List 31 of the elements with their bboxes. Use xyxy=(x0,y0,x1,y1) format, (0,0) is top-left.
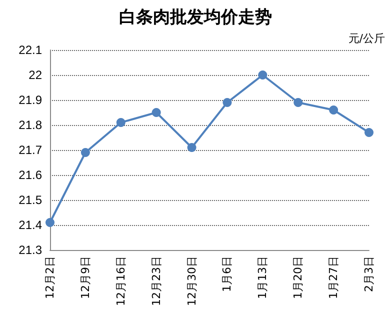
x-tick-label: 1月6日 xyxy=(220,256,234,292)
x-tick-label: 12月16日 xyxy=(114,256,128,306)
y-tick-label: 21.4 xyxy=(18,218,42,232)
point xyxy=(329,106,338,114)
point xyxy=(80,148,90,157)
point xyxy=(152,108,161,117)
point xyxy=(46,218,54,227)
y-tick-label: 21.6 xyxy=(18,168,42,182)
y-tick-label: 22.1 xyxy=(18,43,42,57)
x-tick-label: 1月20日 xyxy=(292,256,305,299)
chart-title: 白条肉批发均价走势 xyxy=(119,8,272,28)
point xyxy=(187,143,196,152)
y-tick-label: 22 xyxy=(28,68,42,82)
x-tick-label: 2月3日 xyxy=(362,256,376,292)
x-tick-label: 12月23日 xyxy=(150,256,163,306)
x-tick-label: 12月9日 xyxy=(78,256,92,299)
point xyxy=(258,70,268,80)
y-tick-label: 21.7 xyxy=(18,143,42,157)
y-tick-label: 21.3 xyxy=(18,243,42,257)
x-tick-label: 12月2日 xyxy=(44,256,56,299)
y-tick-label: 21.8 xyxy=(18,118,42,132)
point xyxy=(222,98,232,107)
y-tick-label: 21.9 xyxy=(18,93,42,107)
point xyxy=(116,118,126,127)
x-tick-label: 1月13日 xyxy=(256,256,270,299)
x-tick-label: 1月27日 xyxy=(327,256,340,299)
y-tick-label: 21.5 xyxy=(18,193,42,207)
y-axis-title: 元/公斤 xyxy=(348,32,386,45)
point xyxy=(294,98,303,107)
x-tick-label: 12月30日 xyxy=(185,256,198,306)
point xyxy=(364,128,374,137)
